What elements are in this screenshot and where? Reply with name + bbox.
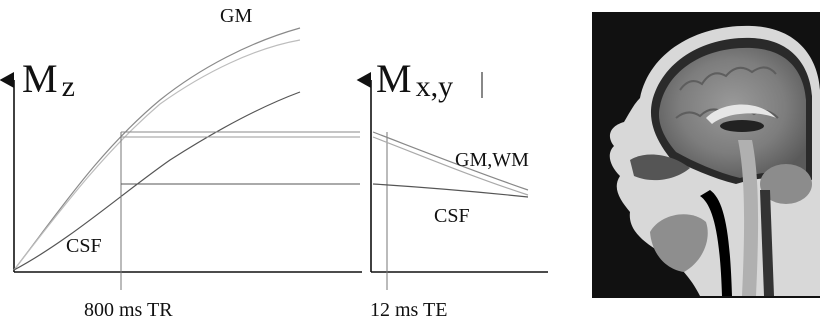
mri-brainstem (738, 140, 759, 296)
csf-curve (13, 91, 301, 271)
csf-decay-curve (372, 183, 529, 198)
wm-curve (13, 39, 301, 271)
brain-mri-sagittal-icon (592, 12, 820, 298)
tr-label: 800 ms TR (84, 299, 173, 321)
mri-airway (700, 190, 732, 296)
gm-wm-curve-label: GM,WM (455, 149, 529, 171)
mri-ventricle (720, 120, 764, 132)
gm-curve (13, 27, 301, 271)
csf-decay-label: CSF (434, 205, 470, 227)
te-label: 12 ms TE (370, 299, 447, 321)
gm-curve-label: GM (220, 5, 252, 27)
wm-decay-curve (372, 136, 529, 196)
gm-decay-curve (372, 131, 529, 191)
csf-curve-label: CSF (66, 235, 102, 257)
mri-corpus-callosum (706, 104, 776, 124)
mri-tongue (650, 214, 708, 272)
mri-cerebellum (760, 164, 812, 204)
mri-spinal-canal (760, 190, 774, 296)
mri-nasal-cavity (630, 154, 690, 181)
